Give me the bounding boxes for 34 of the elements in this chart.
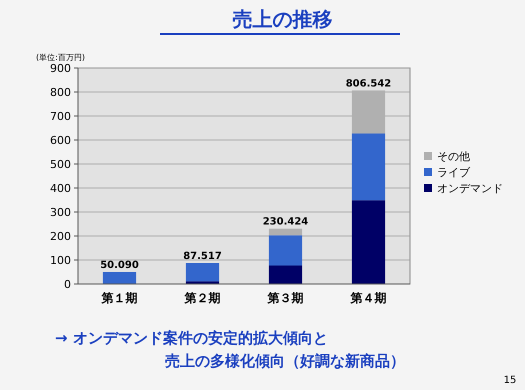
x-tick-label: 第２期 bbox=[184, 291, 220, 305]
bar bbox=[268, 235, 302, 266]
text: 売上の多様化傾向（好調な新商品） bbox=[165, 352, 405, 370]
bar bbox=[352, 90, 386, 134]
bar bbox=[352, 134, 386, 200]
y-axis-title: (単位:百万円) bbox=[36, 53, 85, 62]
y-tick-label: 600 bbox=[50, 134, 71, 147]
total-label: 87.517 bbox=[183, 250, 222, 262]
bar bbox=[352, 200, 386, 284]
y-tick-label: 800 bbox=[50, 86, 71, 99]
chart-title: 売上の推移 bbox=[232, 7, 332, 31]
x-tick-label: 第４期 bbox=[350, 291, 386, 305]
bar bbox=[186, 262, 220, 282]
x-tick-label: 第３期 bbox=[266, 291, 304, 305]
bar bbox=[102, 272, 136, 284]
total-label: 230.424 bbox=[262, 216, 308, 228]
total-label: 806.542 bbox=[346, 78, 392, 90]
x-tick-label: 第１期 bbox=[100, 291, 138, 305]
y-tick-label: 400 bbox=[50, 182, 71, 195]
y-tick-label: 900 bbox=[50, 62, 71, 75]
text: 15 bbox=[504, 375, 516, 386]
total-label: 50.090 bbox=[100, 260, 139, 271]
legend-label: ライブ bbox=[437, 166, 471, 179]
y-tick-label: 300 bbox=[50, 206, 71, 219]
y-tick-label: 0 bbox=[64, 278, 71, 291]
legend-label: その他 bbox=[437, 150, 470, 163]
legend-label: オンデマンド bbox=[437, 182, 503, 195]
y-tick-label: 500 bbox=[50, 158, 71, 171]
bar bbox=[268, 266, 302, 284]
y-tick-label: 200 bbox=[50, 230, 71, 243]
y-tick-label: 100 bbox=[50, 254, 71, 267]
y-tick-label: 700 bbox=[50, 110, 71, 123]
text: → オンデマンド案件の安定的拡大傾向と bbox=[55, 329, 328, 347]
bar bbox=[268, 228, 302, 236]
